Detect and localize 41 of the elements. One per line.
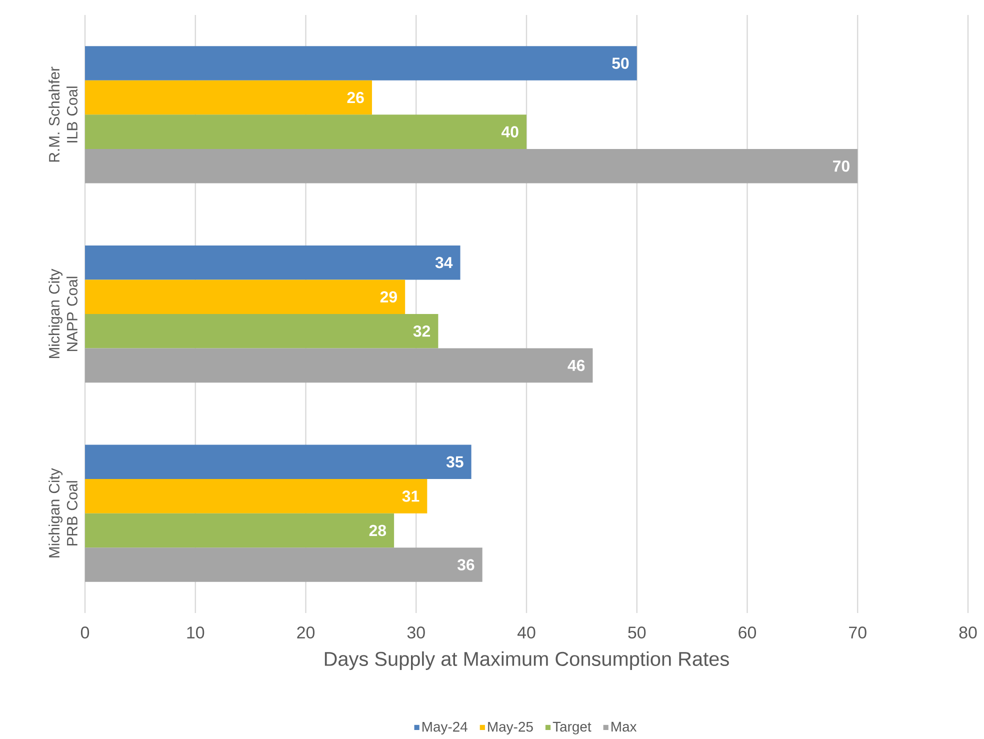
y-tick-label: Michigan City NAPP Coal xyxy=(48,268,78,358)
x-axis-title: Days Supply at Maximum Consumption Rates xyxy=(324,651,729,670)
bar xyxy=(85,444,472,480)
x-tick-label: 0 xyxy=(80,626,90,639)
data-label: 31 xyxy=(402,490,420,502)
x-tick-label: 20 xyxy=(297,626,315,639)
data-label: 26 xyxy=(347,92,364,104)
data-label: 35 xyxy=(446,456,464,468)
bar xyxy=(85,148,858,184)
bar xyxy=(85,80,372,115)
data-label: 36 xyxy=(457,559,474,570)
x-tick-label: 60 xyxy=(738,626,756,639)
data-label: 50 xyxy=(612,58,629,69)
bar xyxy=(85,314,438,348)
data-label: 70 xyxy=(833,160,850,172)
data-label: 34 xyxy=(435,256,453,268)
x-tick-label: 80 xyxy=(959,626,977,639)
bar xyxy=(85,548,482,582)
legend-label: May-24 xyxy=(422,722,468,734)
data-label: 40 xyxy=(501,126,518,138)
y-tick-label: Michigan City PRB Coal xyxy=(48,468,78,558)
legend-label: Target xyxy=(552,722,592,734)
bar xyxy=(85,114,526,149)
data-label: 32 xyxy=(413,326,430,337)
bar xyxy=(85,348,593,383)
y-tick-label: R.M. Schahfer ILB Coal xyxy=(48,66,78,162)
legend-label: Max xyxy=(612,722,637,732)
data-label: 28 xyxy=(369,524,386,536)
bar xyxy=(85,46,637,80)
data-label: 46 xyxy=(568,360,585,372)
legend-label: May-25 xyxy=(488,722,533,734)
bar xyxy=(85,479,428,514)
data-label: 29 xyxy=(380,291,397,303)
x-tick-label: 40 xyxy=(517,626,536,639)
bar xyxy=(85,245,460,280)
x-tick-label: 70 xyxy=(849,626,866,639)
bar xyxy=(85,513,394,548)
x-tick-label: 50 xyxy=(628,626,646,639)
x-tick-label: 10 xyxy=(187,626,204,639)
x-tick-label: 30 xyxy=(407,626,425,639)
bar xyxy=(85,280,406,314)
